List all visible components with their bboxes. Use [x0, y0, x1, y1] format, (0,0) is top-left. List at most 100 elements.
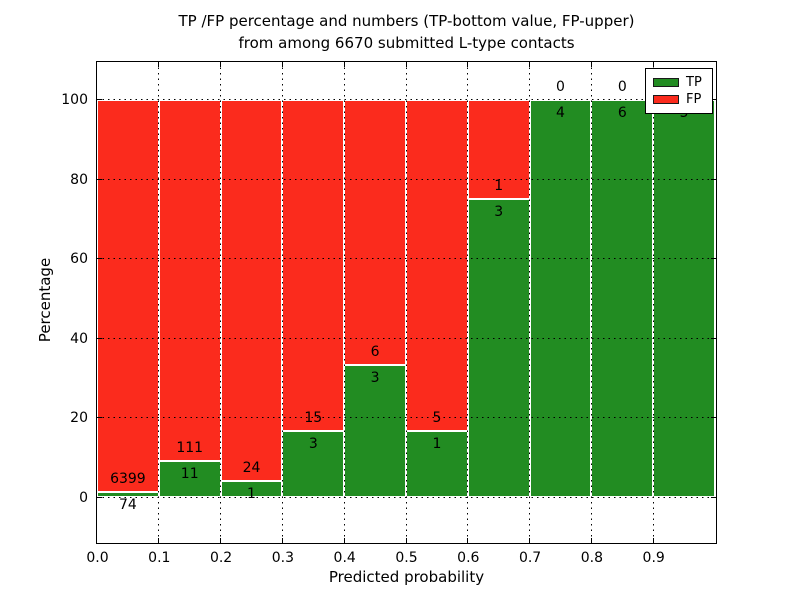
bar-label-tp: 1	[247, 486, 256, 503]
x-gridline	[590, 62, 592, 543]
chart-title-line1: TP /FP percentage and numbers (TP-bottom…	[178, 12, 635, 30]
bar-segment-tp	[591, 99, 654, 497]
x-tick-label: 0.6	[457, 550, 480, 566]
y-tick-left	[97, 496, 102, 498]
x-tick-top	[158, 62, 160, 67]
x-tick-bottom	[220, 538, 222, 543]
y-gridline	[97, 99, 716, 100]
y-tick-left	[97, 178, 102, 180]
fp-legend-label: FP	[686, 92, 702, 107]
x-tick-label: 0.2	[209, 550, 233, 566]
bar-segment-fp	[97, 99, 159, 493]
bar-segment-tp	[653, 99, 715, 497]
y-tick-label: 100	[61, 92, 88, 108]
bar-segment-fp	[282, 99, 345, 431]
x-tick-bottom	[343, 538, 345, 543]
x-tick-label: 0.5	[395, 550, 418, 566]
y-tick-label: 0	[79, 489, 88, 506]
x-gridline	[220, 62, 222, 543]
bar-segment-tp	[529, 99, 592, 497]
bar-segment-fp	[220, 99, 283, 482]
x-gridline	[467, 62, 469, 543]
x-tick-bottom	[405, 538, 407, 543]
x-tick-top	[220, 62, 222, 67]
x-tick-bottom	[281, 538, 283, 543]
bar-label-tp: 6	[617, 104, 627, 121]
x-tick-label: 0.3	[271, 550, 295, 566]
x-tick-top	[343, 62, 345, 67]
x-tick-top	[529, 62, 531, 67]
y-tick-right	[711, 99, 716, 100]
x-gridline	[343, 62, 345, 543]
x-tick-label: 0.4	[333, 550, 356, 566]
x-tick-bottom	[467, 538, 469, 543]
x-tick-label: 0.9	[642, 550, 665, 566]
y-tick-right	[711, 178, 716, 180]
x-gridline	[158, 62, 160, 543]
y-gridline	[97, 417, 716, 418]
y-gridline	[97, 258, 716, 259]
x-tick-top	[590, 62, 592, 67]
x-tick-bottom	[158, 538, 160, 543]
bar-label-fp: 0	[556, 78, 565, 95]
y-tick-label: 80	[70, 171, 88, 188]
bar-segment-tp	[467, 198, 530, 497]
y-tick-label: 20	[70, 410, 88, 426]
x-tick-label: 0.0	[86, 550, 109, 566]
chart-title-line2: from among 6670 submitted L-type contact…	[238, 34, 575, 52]
y-gridline	[97, 178, 716, 180]
legend-item-fp: FP	[646, 93, 712, 106]
bar-label-fp: 24	[242, 460, 261, 477]
bar-label-tp: 74	[118, 497, 137, 514]
bar-segment-fp	[406, 99, 468, 431]
legend: TP FP	[645, 68, 713, 114]
bar-label-fp: 6399	[110, 471, 146, 488]
bar-label-tp: 4	[556, 104, 565, 121]
x-tick-bottom	[652, 538, 654, 543]
y-tick-right	[711, 417, 716, 418]
x-gridline	[529, 62, 531, 543]
fp-legend-swatch	[653, 95, 679, 104]
y-tick-right	[711, 496, 716, 498]
x-tick-label: 0.7	[518, 550, 542, 566]
x-gridline	[405, 62, 407, 543]
legend-item-tp: TP	[646, 76, 712, 89]
bar-segment-fp	[344, 99, 406, 365]
x-tick-label: 0.8	[580, 550, 604, 566]
y-tick-right	[711, 258, 716, 259]
bar-label-tp: 3	[370, 369, 380, 386]
tp-legend-swatch	[653, 78, 679, 87]
x-gridline	[281, 62, 283, 543]
y-tick-left	[97, 258, 102, 259]
x-tick-top	[281, 62, 283, 67]
x-tick-bottom	[590, 538, 592, 543]
y-tick-label: 40	[70, 330, 88, 347]
x-tick-top	[467, 62, 469, 67]
y-tick-left	[97, 99, 102, 100]
bar-label-tp: 11	[180, 466, 199, 483]
tp-legend-label: TP	[686, 75, 702, 90]
bar-label-fp: 5	[432, 409, 442, 426]
y-tick-left	[97, 417, 102, 418]
x-tick-top	[652, 62, 654, 67]
y-tick-label: 60	[70, 251, 88, 267]
x-tick-label: 0.1	[148, 550, 171, 566]
y-gridline	[97, 337, 716, 339]
y-tick-left	[97, 337, 102, 339]
bar-label-fp: 15	[304, 409, 323, 426]
bar-label-fp: 1	[494, 177, 504, 194]
x-tick-bottom	[529, 538, 531, 543]
y-gridline	[97, 496, 716, 498]
y-tick-right	[711, 337, 716, 339]
x-gridline	[652, 62, 654, 543]
x-axis-label: Predicted probability	[328, 568, 485, 586]
plot-area: TP FP 63997411111241153635113040605	[96, 61, 717, 544]
bar-label-fp: 0	[617, 78, 627, 95]
bar-label-fp: 6	[370, 343, 380, 360]
bar-segment-fp	[158, 99, 221, 462]
bar-label-tp: 3	[308, 435, 318, 452]
bar-label-tp: 3	[494, 203, 504, 220]
bar-label-tp: 1	[432, 435, 442, 452]
x-tick-top	[405, 62, 407, 67]
